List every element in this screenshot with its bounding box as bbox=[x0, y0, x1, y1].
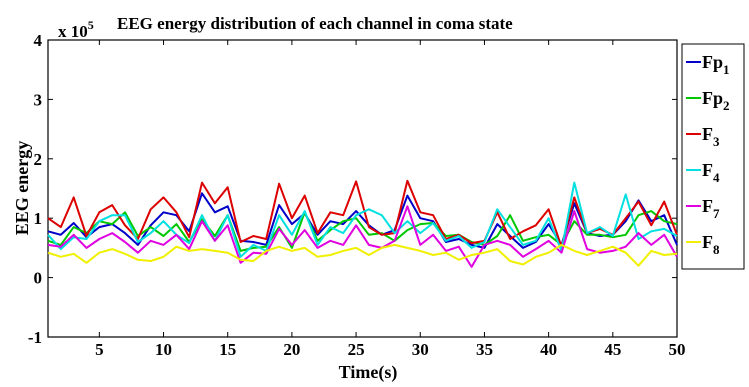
x-tick-label: 30 bbox=[412, 340, 429, 359]
y-axis-label: EEG energy bbox=[12, 141, 32, 236]
chart-title-group: x 105 EEG energy distribution of each ch… bbox=[58, 14, 513, 41]
y-tick-label: 1 bbox=[34, 209, 43, 228]
legend-box bbox=[681, 43, 745, 270]
y-tick-label: 4 bbox=[34, 31, 43, 50]
series-line-f3 bbox=[47, 179, 678, 248]
y-multiplier-label: x 105 bbox=[58, 18, 94, 41]
plot-frame bbox=[47, 39, 678, 338]
chart-title: EEG energy distribution of each channel … bbox=[117, 14, 513, 33]
series-line-f7 bbox=[47, 205, 678, 268]
x-tick-label: 10 bbox=[155, 340, 172, 359]
series-line-fp2 bbox=[47, 210, 678, 252]
x-tick-label: 35 bbox=[476, 340, 493, 359]
legend-label: Fp2 bbox=[702, 88, 730, 113]
legend-label: F3 bbox=[702, 124, 720, 149]
series-line-f8 bbox=[47, 243, 678, 267]
y-tick-label: 3 bbox=[34, 90, 43, 109]
legend-label: F7 bbox=[702, 196, 720, 221]
x-tick-label: 50 bbox=[669, 340, 686, 359]
legend: Fp1 Fp2 F3 F4 F7 F8 bbox=[681, 43, 745, 270]
x-tick-label: 20 bbox=[283, 340, 300, 359]
legend-label: F8 bbox=[702, 232, 720, 257]
series-line-f4 bbox=[47, 181, 678, 258]
x-tick-label: 25 bbox=[348, 340, 365, 359]
plot-area: 5 10 15 20 25 30 35 40 45 50 -1 0 1 2 3 4 bbox=[28, 31, 686, 359]
x-tick-label: 15 bbox=[219, 340, 236, 359]
x-tick-label: 40 bbox=[540, 340, 557, 359]
y-tick-label: 0 bbox=[34, 269, 43, 288]
x-axis-label: Time(s) bbox=[339, 362, 398, 383]
y-tick-label: -1 bbox=[28, 328, 42, 347]
legend-label: Fp1 bbox=[702, 52, 730, 77]
y-tick-label: 2 bbox=[34, 150, 43, 169]
x-tick-label: 45 bbox=[604, 340, 621, 359]
series-line-fp1 bbox=[47, 192, 678, 249]
x-tick-label: 5 bbox=[95, 340, 104, 359]
legend-label: F4 bbox=[702, 160, 720, 185]
